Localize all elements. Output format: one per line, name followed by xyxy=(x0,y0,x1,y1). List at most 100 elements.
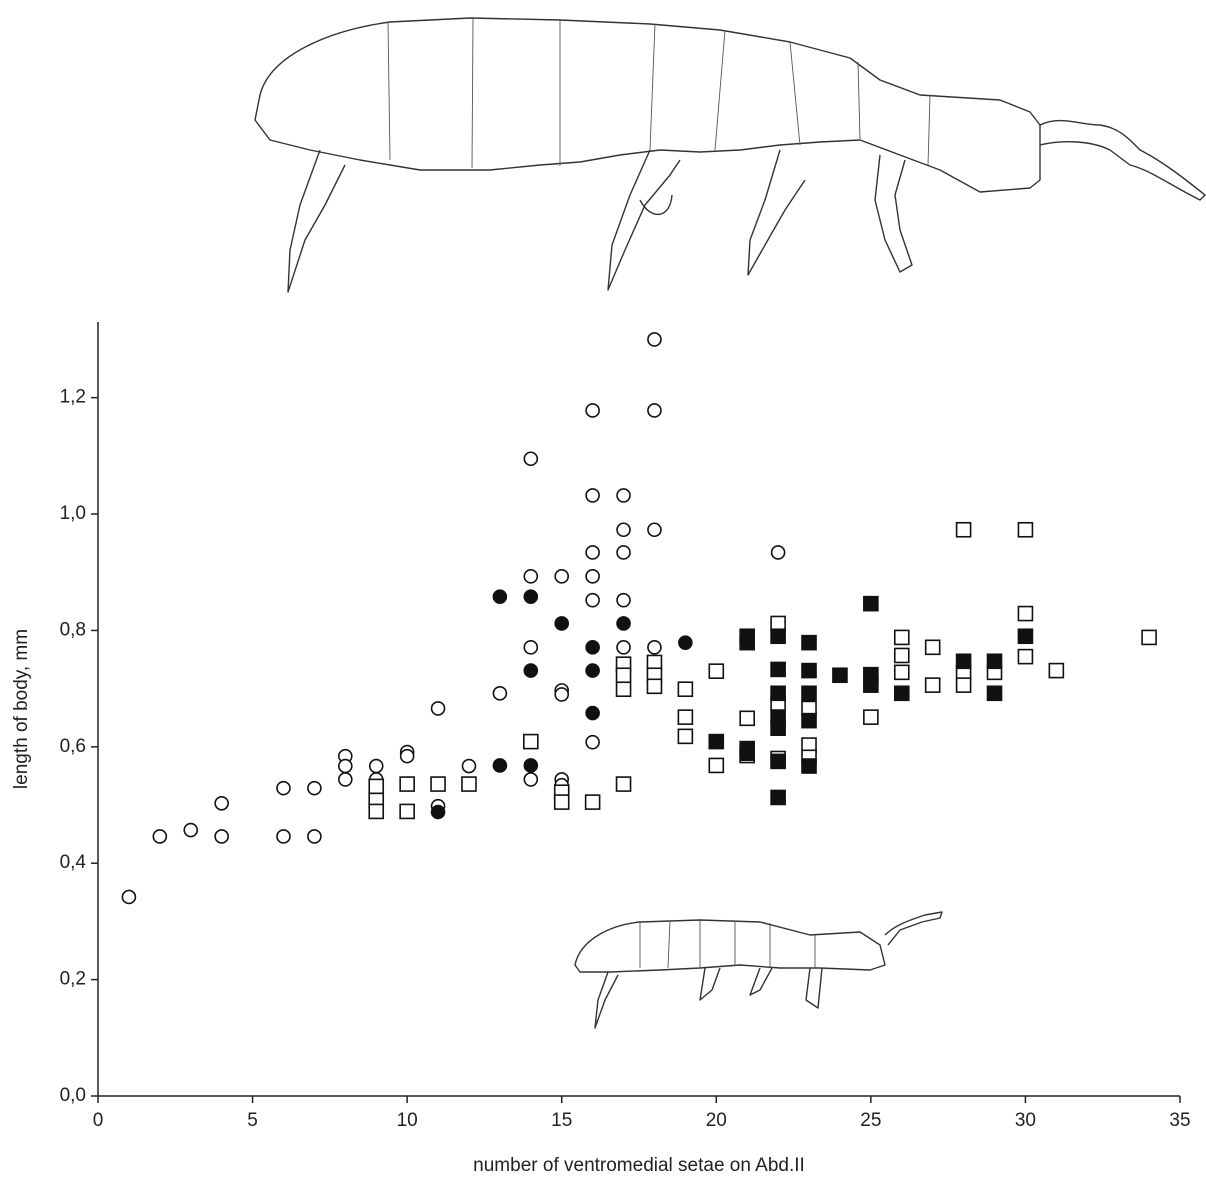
point xyxy=(739,634,756,651)
y-tick-label: 1,0 xyxy=(60,503,86,524)
point xyxy=(523,451,539,467)
point xyxy=(647,522,662,538)
point xyxy=(955,521,972,538)
point xyxy=(678,635,693,650)
point xyxy=(152,829,168,844)
point xyxy=(708,663,725,679)
point xyxy=(677,728,694,745)
point xyxy=(616,592,631,608)
point xyxy=(276,780,291,796)
insect-illustration xyxy=(254,17,1206,293)
point xyxy=(585,545,600,560)
point xyxy=(492,589,508,604)
x-tick-label: 0 xyxy=(93,1110,104,1131)
point xyxy=(523,663,539,678)
point xyxy=(646,654,663,671)
point xyxy=(1048,662,1065,679)
point xyxy=(615,681,632,698)
point xyxy=(523,772,539,787)
point xyxy=(276,829,291,844)
x-tick-label: 20 xyxy=(706,1110,727,1131)
point xyxy=(955,653,972,670)
point xyxy=(739,710,756,727)
point xyxy=(616,640,631,655)
insect-illustration-small xyxy=(574,911,943,1029)
point xyxy=(739,745,756,762)
x-tick-label: 35 xyxy=(1169,1110,1190,1131)
point xyxy=(183,822,199,838)
point xyxy=(554,616,570,631)
point xyxy=(368,758,384,774)
point xyxy=(553,794,570,810)
point xyxy=(770,545,786,560)
point xyxy=(214,829,229,844)
point xyxy=(461,758,477,774)
point xyxy=(616,522,631,538)
point xyxy=(986,653,1003,670)
point xyxy=(616,545,631,560)
point xyxy=(307,829,322,844)
point xyxy=(677,709,694,725)
point xyxy=(492,758,508,773)
point xyxy=(368,778,385,795)
point xyxy=(708,733,725,750)
y-tick-label: 0,0 xyxy=(60,1085,86,1106)
y-tick-label: 0,6 xyxy=(60,736,86,757)
point xyxy=(585,569,600,584)
point xyxy=(801,758,817,774)
point xyxy=(801,634,817,651)
x-tick-label: 25 xyxy=(860,1110,881,1131)
point xyxy=(492,685,508,701)
x-tick-label: 15 xyxy=(551,1110,572,1131)
point xyxy=(399,776,415,792)
point xyxy=(585,592,600,608)
point xyxy=(585,663,600,678)
point xyxy=(616,488,631,503)
point xyxy=(801,662,817,679)
point xyxy=(554,687,570,702)
point xyxy=(1017,648,1034,665)
point xyxy=(585,640,600,655)
point xyxy=(924,639,941,656)
x-tick-label: 10 xyxy=(397,1110,418,1131)
y-tick-label: 1,2 xyxy=(60,387,86,408)
point xyxy=(399,748,415,764)
y-axis-label: length of body, mm xyxy=(11,629,32,789)
x-axis-label: number of ventromedial setae on Abd.II xyxy=(473,1155,805,1176)
point xyxy=(368,803,385,820)
point xyxy=(399,803,415,820)
point xyxy=(801,712,817,729)
point xyxy=(338,772,353,787)
x-tick-label: 30 xyxy=(1015,1110,1036,1131)
point xyxy=(1017,605,1034,622)
point xyxy=(584,794,601,810)
point xyxy=(863,677,879,693)
point xyxy=(986,685,1003,702)
point xyxy=(770,628,786,645)
point xyxy=(615,667,632,684)
point xyxy=(708,757,725,774)
point xyxy=(832,667,848,684)
x-tick-label: 5 xyxy=(247,1110,258,1131)
y-tick-label: 0,2 xyxy=(60,969,86,990)
point xyxy=(214,795,229,811)
point xyxy=(770,789,786,806)
point xyxy=(770,685,786,702)
point xyxy=(615,776,632,792)
point xyxy=(893,647,910,664)
point xyxy=(863,709,879,725)
point xyxy=(677,681,694,698)
point xyxy=(523,589,539,604)
point xyxy=(121,889,137,905)
point xyxy=(893,664,910,681)
point xyxy=(585,734,600,750)
point xyxy=(893,629,910,646)
y-tick-label: 0,4 xyxy=(60,852,87,873)
point xyxy=(955,677,972,693)
point xyxy=(770,615,786,632)
point xyxy=(585,705,600,721)
point xyxy=(1017,628,1034,645)
point xyxy=(585,403,600,418)
point xyxy=(522,733,539,750)
point xyxy=(770,661,786,678)
